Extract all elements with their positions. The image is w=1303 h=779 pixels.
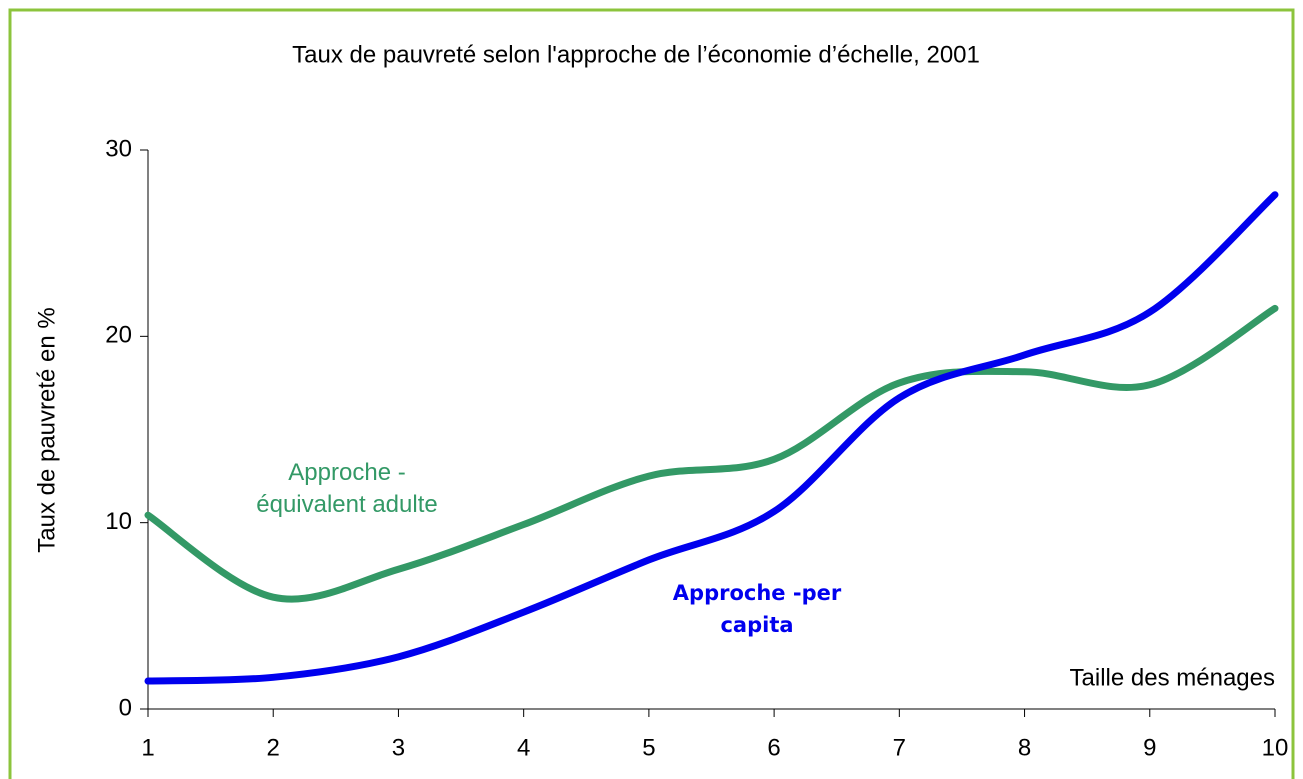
chart-title: Taux de pauvreté selon l'approche de l’é…	[292, 41, 980, 68]
x-tick-label: 2	[267, 734, 280, 761]
x-tick-label: 3	[392, 734, 405, 761]
y-tick-label: 0	[119, 694, 132, 721]
y-tick-label: 10	[105, 508, 132, 535]
x-tick-label: 5	[642, 734, 655, 761]
x-tick-label: 7	[893, 734, 906, 761]
series-label: Approche -per capita	[672, 581, 842, 637]
series-line	[144, 304, 1279, 603]
y-tick-label: 30	[105, 135, 132, 162]
series-label: Approche - équivalent adulte	[256, 459, 438, 518]
x-tick-label: 8	[1018, 734, 1031, 761]
frame	[8, 8, 1295, 779]
y-tick-label: 20	[105, 322, 132, 349]
x-tick-label: 9	[1143, 734, 1156, 761]
series-line	[144, 191, 1279, 685]
x-tick-label: 1	[141, 734, 154, 761]
x-tick-label: 4	[517, 734, 530, 761]
x-axis-label: Taille des ménages	[1070, 664, 1275, 691]
x-tick-label: 10	[1262, 734, 1289, 761]
y-axis-label: Taux de pauvreté en %	[33, 307, 60, 553]
x-tick-label: 6	[767, 734, 780, 761]
